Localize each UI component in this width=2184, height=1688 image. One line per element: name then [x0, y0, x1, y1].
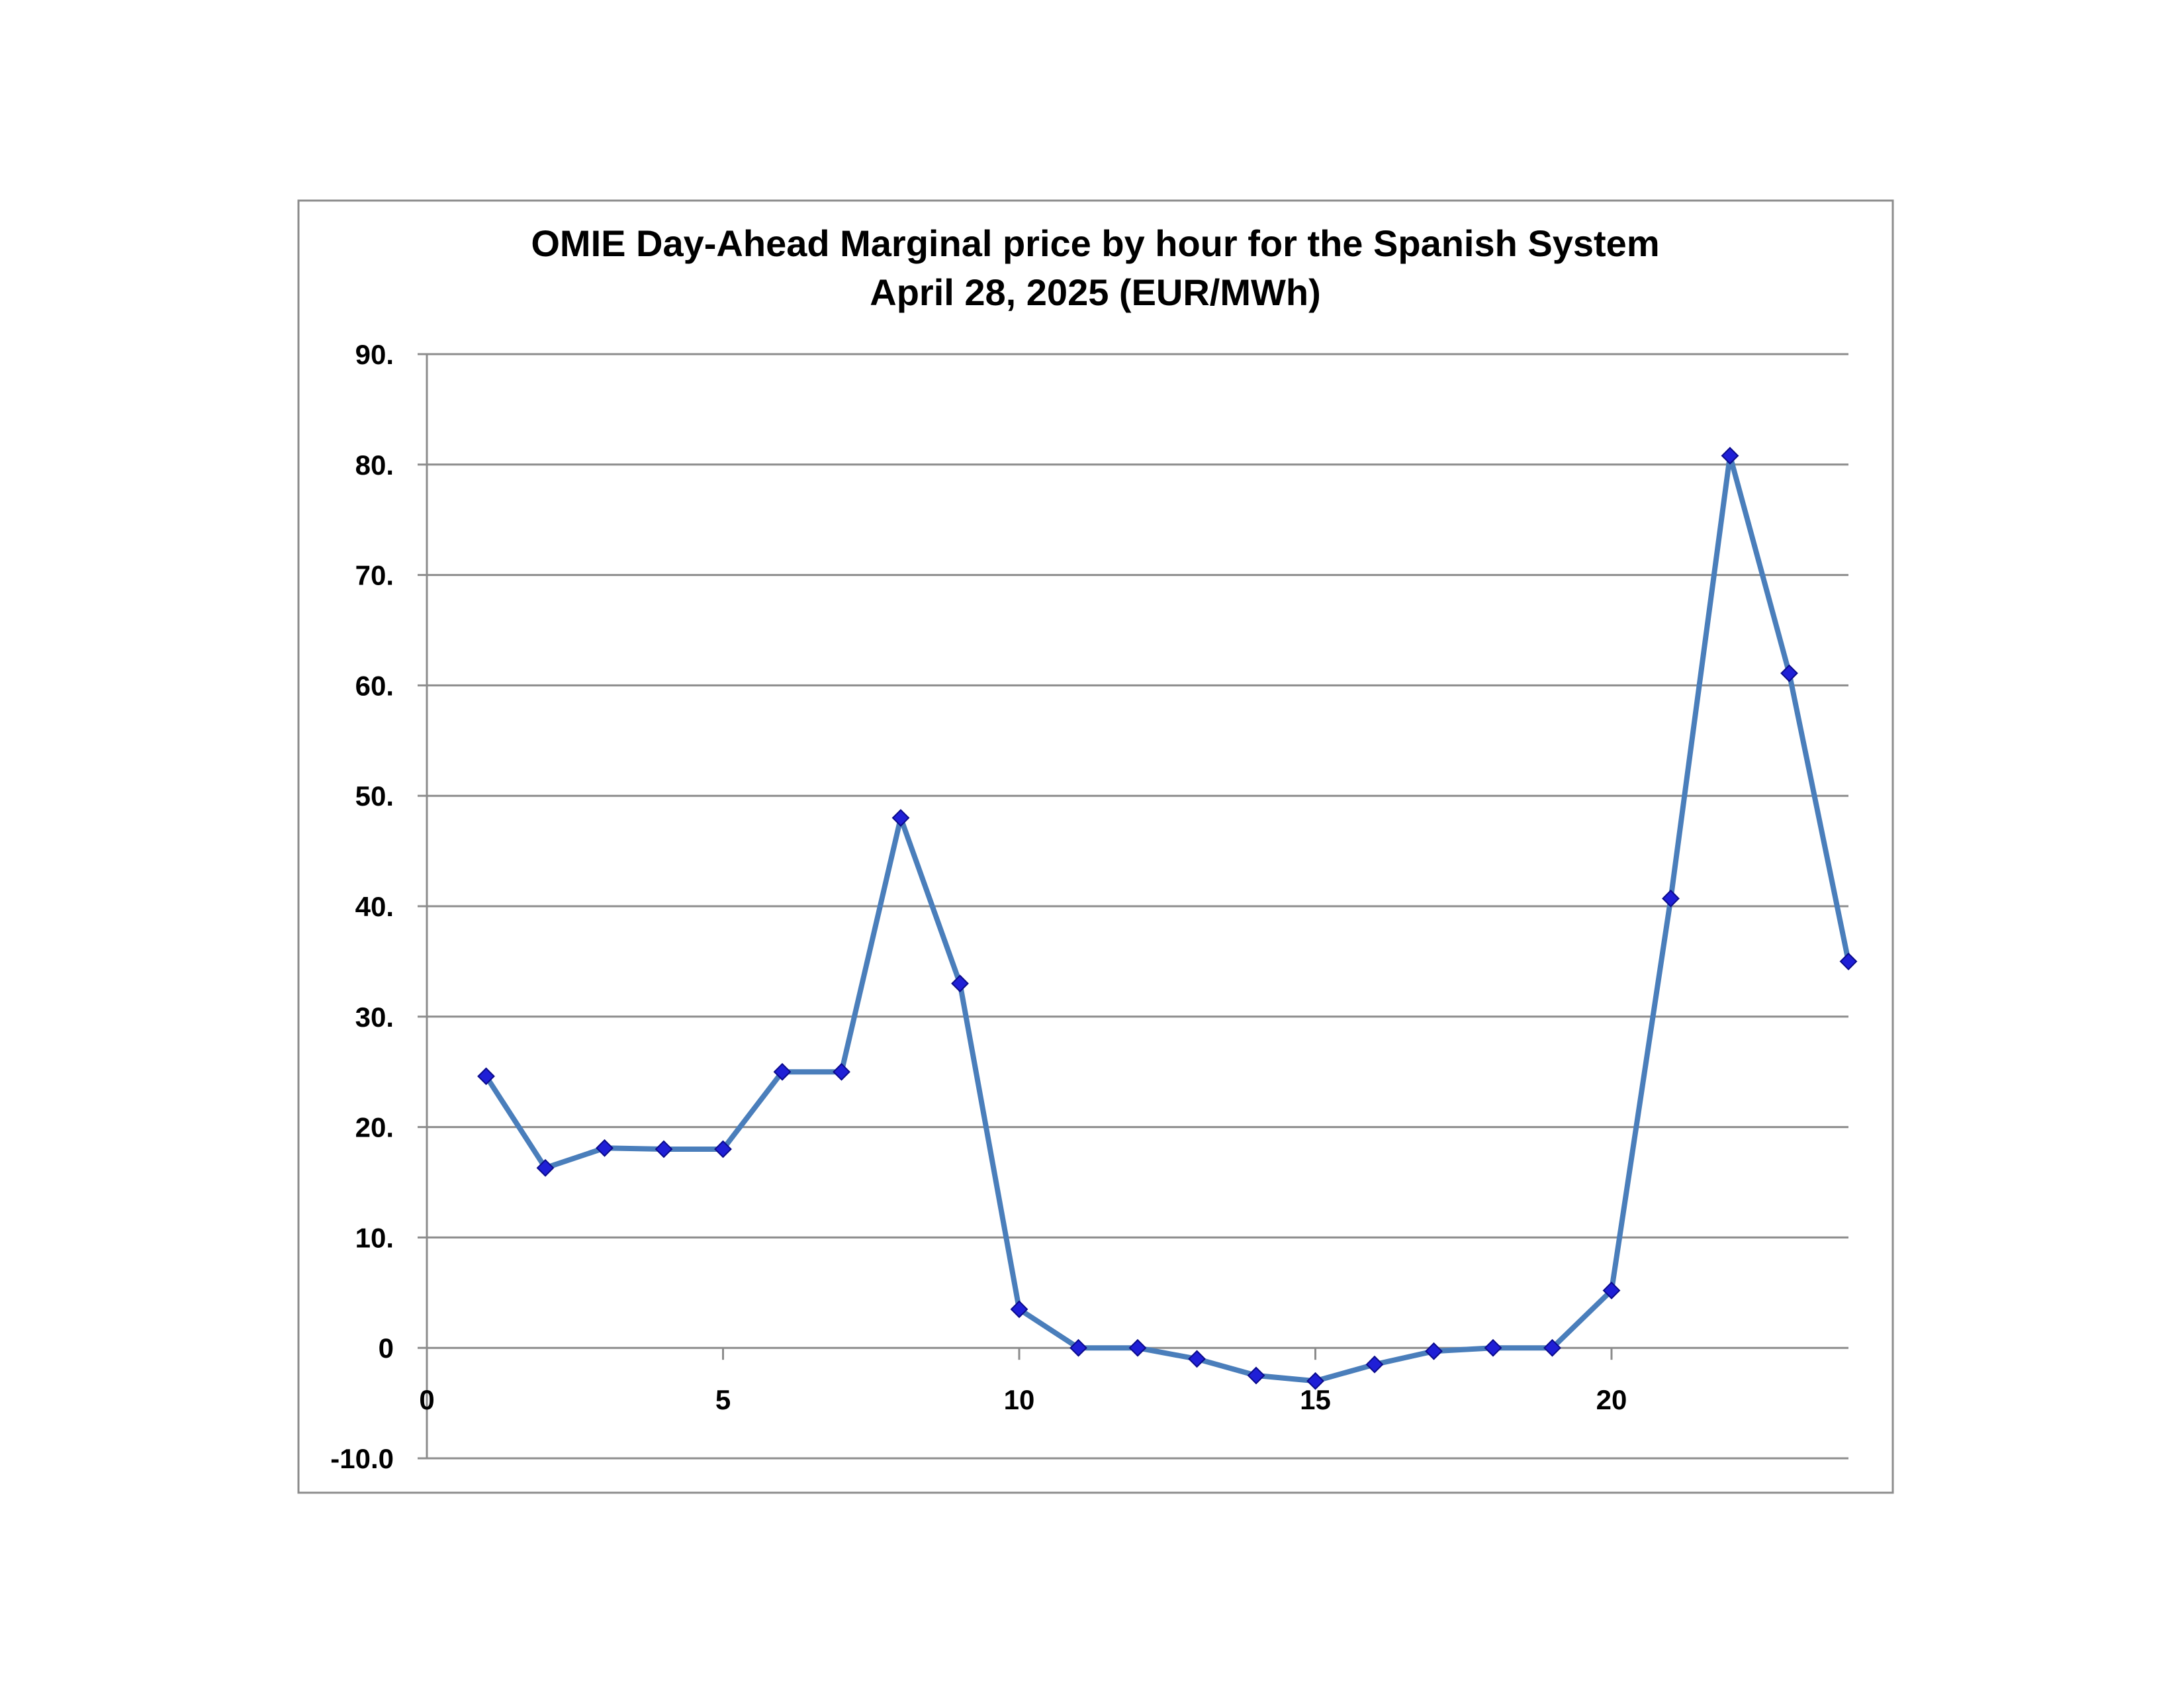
y-tick-label-3: 60.	[355, 670, 394, 701]
chart-frame-border	[297, 199, 1894, 1494]
data-point-0-23	[1839, 952, 1858, 970]
data-point-0-18	[1543, 1338, 1561, 1357]
x-tick-labels: 0 5 10 15 20	[419, 1384, 1627, 1415]
data-point-0-5	[773, 1062, 792, 1081]
x-tick-label-4: 20	[1596, 1384, 1627, 1415]
x-tick-label-1: 5	[715, 1384, 731, 1415]
y-tick-label-1: 80.	[355, 449, 394, 481]
y-tick-label-4: 50.	[355, 780, 394, 812]
y-tick-label-0: 90.	[355, 339, 394, 370]
data-point-0-4	[714, 1140, 732, 1158]
data-point-0-19	[1602, 1282, 1621, 1299]
chart-subtitle: April 28, 2025 (EUR/MWh)	[870, 271, 1320, 313]
axes	[418, 353, 1613, 1460]
y-tick-label-7: 20.	[355, 1112, 394, 1143]
y-tick-label-2: 70.	[355, 560, 394, 591]
data-point-0-6	[833, 1062, 850, 1081]
y-tick-label-9: 0	[379, 1333, 394, 1364]
series-line-0	[483, 453, 1851, 1384]
y-tick-labels: 90. 80. 70. 60. 50. 40. 30. 20. 10. 0 -10.0	[330, 339, 394, 1474]
data-point-0-15	[1365, 1355, 1384, 1374]
data-point-0-9	[1010, 1300, 1028, 1319]
data-point-0-20	[1662, 889, 1680, 908]
data-point-0-17	[1484, 1338, 1502, 1357]
y-tick-label-5: 40.	[355, 891, 394, 922]
data-point-0-22	[1780, 664, 1798, 682]
chart-title: OMIE Day-Ahead Marginal price by hour fo…	[531, 222, 1659, 264]
x-tick-label-0: 0	[419, 1384, 434, 1415]
y-tick-label-8: 10.	[355, 1222, 394, 1253]
data-series	[477, 447, 1858, 1390]
x-tick-label-2: 10	[1004, 1384, 1035, 1415]
data-point-0-16	[1425, 1342, 1443, 1360]
data-point-0-12	[1188, 1350, 1206, 1368]
data-point-0-13	[1247, 1366, 1265, 1385]
data-point-0-1	[536, 1158, 555, 1177]
data-point-0-3	[655, 1140, 673, 1158]
data-point-0-11	[1128, 1338, 1147, 1357]
data-point-0-10	[1069, 1338, 1087, 1357]
data-point-0-2	[596, 1139, 614, 1157]
data-point-0-0	[477, 1067, 495, 1086]
data-point-0-8	[951, 974, 969, 993]
data-point-0-21	[1721, 447, 1739, 465]
y-tick-label-10: -10.0	[330, 1443, 394, 1474]
data-point-0-14	[1306, 1372, 1324, 1390]
data-point-0-7	[891, 809, 910, 827]
y-tick-label-6: 30.	[355, 1002, 394, 1033]
